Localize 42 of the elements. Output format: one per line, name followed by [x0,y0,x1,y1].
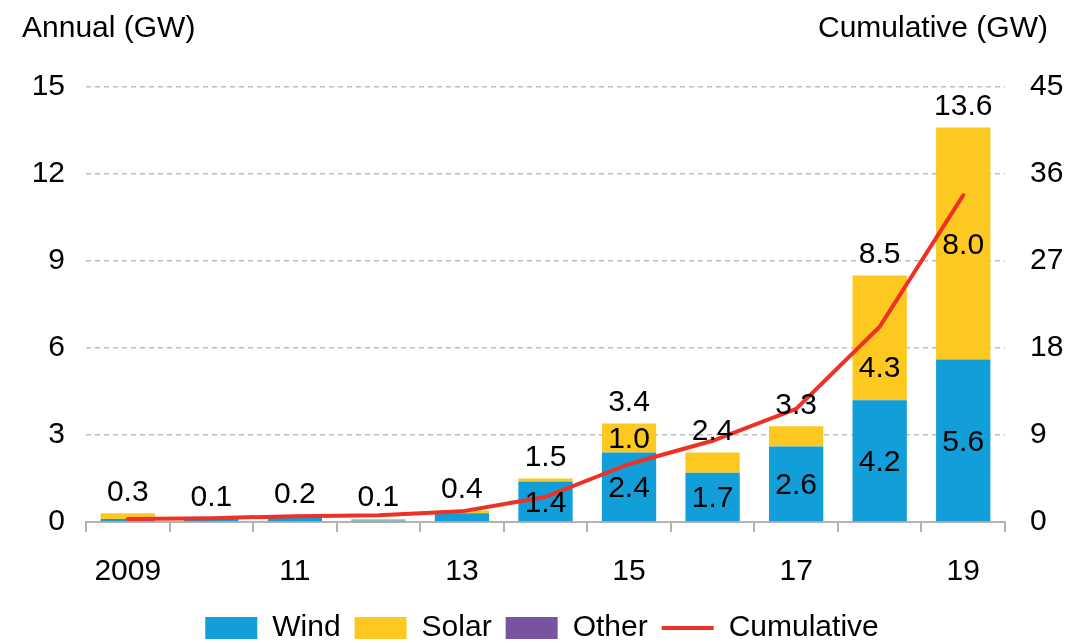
legend-label: Cumulative [728,609,879,643]
total-label: 3.4 [608,383,650,417]
data-label: 1.7 [691,480,734,514]
data-label: 1.0 [608,421,650,455]
x-tick-label: 11 [279,553,311,587]
data-label: 4.2 [858,443,901,477]
data-label: 4.3 [858,350,901,383]
legend-label: Wind [272,609,341,643]
y2-tick-label: 18 [1030,329,1064,363]
total-label: 0.3 [106,473,149,507]
data-label: 5.6 [942,423,985,457]
data-label: 2.4 [608,470,650,504]
legend-label: Other [572,609,648,643]
y2-tick-label: 0 [1030,503,1047,537]
total-label: 2.4 [691,412,734,446]
x-tick-label: 15 [612,553,646,587]
x-tick-label: 17 [779,553,813,587]
y-tick-label: 15 [31,68,65,102]
y-axis-title: Annual (GW) [22,10,196,44]
x-tick-label: 13 [445,553,479,587]
y2-tick-label: 36 [1030,155,1064,189]
y2-tick-label: 27 [1030,242,1064,276]
y2-tick-label: 9 [1030,416,1047,450]
total-label: 1.5 [524,438,567,472]
x-tick-label: 19 [946,553,980,587]
total-label: 0.4 [441,470,483,504]
data-label: 8.0 [942,226,985,260]
data-label: 2.6 [775,467,817,501]
x-tick-label: 2009 [94,553,162,587]
y-tick-label: 0 [48,503,65,537]
y2-tick-label: 45 [1030,68,1064,102]
y-tick-label: 6 [48,329,65,363]
y-tick-label: 12 [31,155,65,189]
total-label: 13.6 [934,87,993,121]
total-label: 0.1 [190,479,233,513]
total-label: 0.1 [357,479,400,513]
y-tick-label: 3 [48,416,65,450]
total-label: 0.2 [274,476,316,510]
y2-axis-title: Cumulative (GW) [817,10,1048,44]
total-label: 8.5 [858,235,901,269]
legend-label: Solar [421,609,492,643]
y-tick-label: 9 [48,242,65,276]
